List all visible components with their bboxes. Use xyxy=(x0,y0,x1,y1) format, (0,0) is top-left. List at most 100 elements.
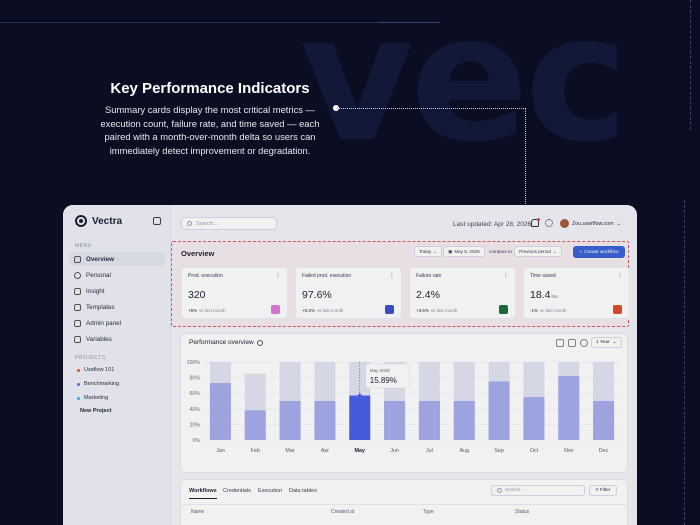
kpi-badge-icon xyxy=(271,305,280,314)
sidebar-item-label: Personal xyxy=(86,271,111,279)
bar xyxy=(314,401,336,440)
bar xyxy=(523,397,545,440)
performance-chart: 100% 80% 60% 40% 20% 0% Jan Feb Mar Apr May Jun Jul A… xyxy=(187,360,621,454)
history-icon[interactable] xyxy=(580,339,588,347)
more-vertical-icon[interactable]: ⋮ xyxy=(617,273,623,279)
x-tick-label: Nov xyxy=(564,448,574,454)
y-tick-label: 0% xyxy=(193,438,201,444)
bar xyxy=(384,401,406,440)
kpi-card-time-saved[interactable]: Time saved ⋮ 18.4hrs -1% vs last month xyxy=(523,267,630,319)
y-tick-label: 60% xyxy=(190,391,201,397)
period-select-value: Today xyxy=(419,249,432,254)
tooltip-box xyxy=(365,363,411,389)
project-item-benchmarking[interactable]: Benchmarking xyxy=(77,381,119,387)
sidebar-item-variables[interactable]: Variables xyxy=(69,332,165,346)
bar xyxy=(349,395,371,440)
info-icon[interactable] xyxy=(256,339,263,346)
bar xyxy=(279,401,301,440)
bar xyxy=(453,401,475,440)
y-tick-label: 100% xyxy=(187,360,201,366)
kpi-label: Prod. execution xyxy=(188,273,223,279)
line-chart-icon[interactable] xyxy=(556,339,564,347)
x-tick-label: Sep xyxy=(494,448,504,454)
column-header-status[interactable]: Status xyxy=(515,509,530,515)
chevron-down-icon: ⌄ xyxy=(433,248,438,254)
highlight-point xyxy=(357,393,362,398)
column-header-created-at[interactable]: Created at xyxy=(331,509,355,515)
sidebar-collapse-icon[interactable] xyxy=(153,217,161,225)
app-window: Vectra MENU Overview Personal Insight Te… xyxy=(63,205,637,525)
column-header-name[interactable]: Name xyxy=(191,509,205,515)
period-select[interactable]: Today ⌄ xyxy=(414,246,443,257)
variables-icon xyxy=(74,335,81,343)
logo-icon xyxy=(75,215,87,227)
project-label: Benchmarking xyxy=(84,381,120,387)
search-input[interactable]: Search... xyxy=(181,217,277,230)
create-workflow-button[interactable]: + Create workflow xyxy=(573,246,625,258)
x-tick-label: Jan xyxy=(216,448,225,454)
search-icon xyxy=(187,221,192,226)
decorative-line xyxy=(380,22,440,23)
more-vertical-icon[interactable]: ⋮ xyxy=(389,273,395,279)
more-vertical-icon[interactable]: ⋮ xyxy=(275,273,281,279)
sidebar-item-insight[interactable]: Insight xyxy=(69,284,165,298)
performance-title: Performance overview xyxy=(189,339,263,346)
kpi-card-failed-prod-execution[interactable]: Failed prod. execution ⋮ 97.6% +0.2% vs l… xyxy=(295,267,402,319)
performance-title-text: Performance overview xyxy=(189,339,254,346)
x-tick-label: Apr xyxy=(321,448,330,454)
bar xyxy=(488,381,510,440)
sidebar-item-templates[interactable]: Templates xyxy=(69,300,165,314)
tab-credentials[interactable]: Credentials xyxy=(223,488,251,494)
bar xyxy=(558,376,580,440)
kpi-value: 320 xyxy=(188,289,206,301)
bar xyxy=(593,401,615,440)
kpi-badge-icon xyxy=(613,305,622,314)
more-vertical-icon[interactable]: ⋮ xyxy=(503,273,509,279)
gear-icon[interactable] xyxy=(545,219,553,227)
new-project-button[interactable]: New Project xyxy=(80,408,112,414)
year-select[interactable]: 1 Year ⌄ xyxy=(591,337,622,348)
kpi-label: Failed prod. execution xyxy=(302,273,352,279)
date-picker[interactable]: ▣ May 8, 2026 xyxy=(443,246,485,257)
plus-icon: + xyxy=(579,249,583,255)
chevron-down-icon: ⌄ xyxy=(616,220,621,227)
annotation: Key Performance Indicators Summary cards… xyxy=(92,80,328,157)
avatar xyxy=(560,219,569,228)
kpi-delta: +5% vs last month xyxy=(188,308,226,313)
user-email: Zou.userflow.com xyxy=(572,220,614,227)
kpi-badge-icon xyxy=(385,305,394,314)
x-tick-label: Dec xyxy=(599,448,609,454)
column-header-type[interactable]: Type xyxy=(423,509,434,515)
filter-label: Filter xyxy=(599,488,611,493)
x-tick-label: Oct xyxy=(530,448,539,454)
y-tick-label: 20% xyxy=(190,422,201,428)
kpi-label: Failure rate xyxy=(416,273,442,279)
sidebar-item-personal[interactable]: Personal xyxy=(69,268,165,282)
kpi-label: Time saved xyxy=(530,273,556,279)
filter-button[interactable]: ≡ Filter xyxy=(589,485,617,496)
compare-select[interactable]: Previous period ⌄ xyxy=(514,246,562,257)
bell-icon[interactable] xyxy=(531,219,539,227)
user-menu[interactable]: Zou.userflow.com ⌄ xyxy=(560,217,621,230)
sidebar-item-overview[interactable]: Overview xyxy=(69,252,165,266)
filter-icon: ≡ xyxy=(595,488,600,493)
background-word: vec xyxy=(300,0,628,181)
workflows-table-card: Workflows Credentials Execution Data tab… xyxy=(180,479,628,525)
tab-workflows[interactable]: Workflows xyxy=(189,488,217,499)
chart-tools xyxy=(556,339,588,347)
last-updated-text: Last updated: Apr 28, 2026 xyxy=(453,221,532,228)
project-item-marketing[interactable]: Marketing xyxy=(77,395,108,401)
table-search-input[interactable]: Search... xyxy=(491,485,585,496)
bar xyxy=(418,401,440,440)
sidebar-item-admin-panel[interactable]: Admin panel xyxy=(69,316,165,330)
bar-chart-icon[interactable] xyxy=(568,339,576,347)
connector-line xyxy=(525,108,526,248)
tab-data-tables[interactable]: Data tables xyxy=(289,488,317,494)
kpi-card-failure-rate[interactable]: Failure rate ⋮ 2.4% +3.5% vs last month xyxy=(409,267,516,319)
x-tick-label: Jun xyxy=(390,448,399,454)
kpi-card-prod-execution[interactable]: Prod. execution ⋮ 320 +5% vs last month xyxy=(181,267,288,319)
tab-execution[interactable]: Execution xyxy=(258,488,283,494)
bar xyxy=(209,383,231,440)
project-item-useflow[interactable]: Useflow 101 xyxy=(77,367,114,373)
kpi-value: 97.6% xyxy=(302,289,332,301)
